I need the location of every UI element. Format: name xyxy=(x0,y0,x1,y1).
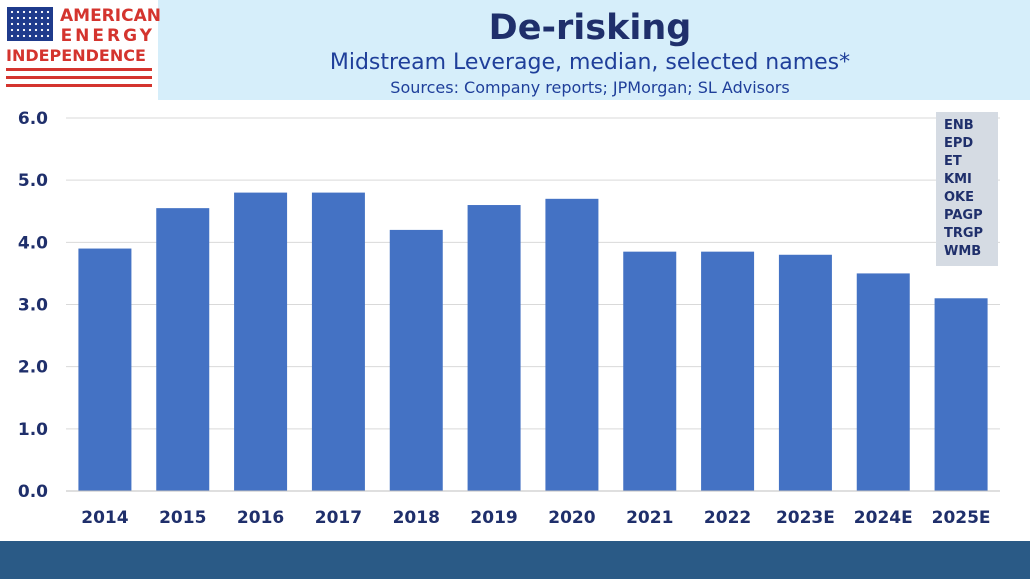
bar xyxy=(156,208,210,491)
bar xyxy=(934,298,988,491)
logo-line-3: INDEPENDENCE xyxy=(6,46,146,65)
company-name: PAGP xyxy=(944,208,983,223)
bar xyxy=(545,198,599,492)
company-list-box: ENB EPD ET KMI OKE PAGP TRGP WMB xyxy=(936,112,998,266)
y-tick-label: 4.0 xyxy=(18,233,48,253)
page-title: De-risking xyxy=(488,8,692,48)
bar xyxy=(778,254,832,491)
x-tick-label: 2022 xyxy=(704,508,751,528)
bar xyxy=(389,229,443,491)
y-tick-label: 0.0 xyxy=(18,482,48,502)
company-name: TRGP xyxy=(944,226,984,241)
x-tick-label: 2019 xyxy=(470,508,517,528)
footer-band xyxy=(0,541,1030,579)
company-name: ET xyxy=(944,154,962,169)
bar xyxy=(623,251,677,491)
x-tick-label: 2025E xyxy=(932,508,991,528)
logo: AMERICAN ENERGY INDEPENDENCE xyxy=(0,0,161,100)
logo-stripe xyxy=(6,68,152,71)
company-name: ENB xyxy=(944,118,974,133)
bar xyxy=(234,192,288,491)
y-tick-label: 1.0 xyxy=(18,420,48,440)
logo-stripe xyxy=(6,84,152,87)
flag-icon xyxy=(7,7,53,41)
y-tick-label: 3.0 xyxy=(18,296,48,316)
logo-line-2: ENERGY xyxy=(60,26,155,46)
bar xyxy=(311,192,365,491)
y-tick-label: 6.0 xyxy=(18,109,48,129)
x-tick-label: 2018 xyxy=(393,508,440,528)
x-tick-label: 2024E xyxy=(854,508,913,528)
x-tick-label: 2016 xyxy=(237,508,284,528)
company-name: WMB xyxy=(944,244,982,259)
x-tick-label: 2020 xyxy=(548,508,595,528)
sources-note: Sources: Company reports; JPMorgan; SL A… xyxy=(390,78,790,97)
company-name: OKE xyxy=(944,190,975,205)
bar xyxy=(78,248,132,491)
chart-subtitle: Midstream Leverage, median, selected nam… xyxy=(329,50,851,75)
y-tick-label: 2.0 xyxy=(18,358,48,378)
bar xyxy=(856,273,910,491)
x-tick-label: 2023E xyxy=(776,508,835,528)
x-tick-label: 2021 xyxy=(626,508,673,528)
y-tick-label: 5.0 xyxy=(18,171,48,191)
logo-line-1: AMERICAN xyxy=(60,6,161,26)
x-tick-label: 2015 xyxy=(159,508,206,528)
company-name: EPD xyxy=(944,136,974,151)
company-name: KMI xyxy=(944,172,972,187)
header-band xyxy=(158,0,1030,100)
bar xyxy=(701,251,755,491)
logo-stripe xyxy=(6,76,152,79)
bar xyxy=(467,205,521,492)
x-tick-label: 2014 xyxy=(81,508,128,528)
x-tick-label: 2017 xyxy=(315,508,362,528)
